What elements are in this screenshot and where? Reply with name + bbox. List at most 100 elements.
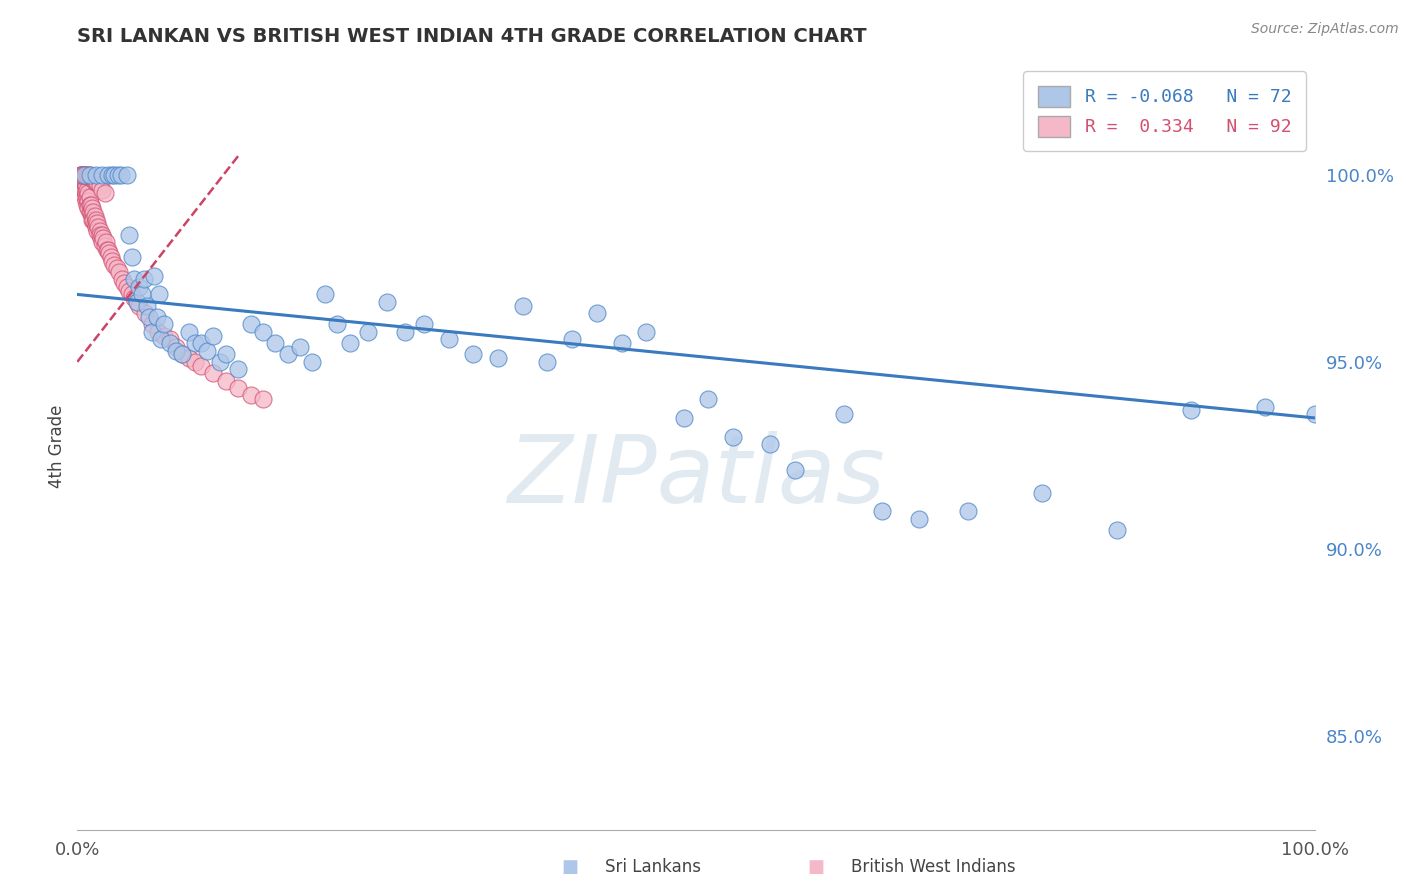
Point [122,272,145,286]
Point [672,411,695,425]
Point [90,231,112,245]
Text: Sri Lankans: Sri Lankans [605,858,700,876]
Point [72,175,94,189]
Point [84,220,107,235]
Point [91,183,114,197]
Point [115,168,138,182]
Point [159,332,181,346]
Point [184,355,207,369]
Point [239,318,262,332]
Y-axis label: 4th Grade: 4th Grade [48,404,66,488]
Point [134,306,156,320]
Point [111,272,134,286]
Point [1180,403,1202,417]
Point [1254,400,1277,414]
Point [107,168,129,182]
Point [86,175,108,189]
Point [79,197,101,211]
Text: SRI LANKAN VS BRITISH WEST INDIAN 4TH GRADE CORRELATION CHART: SRI LANKAN VS BRITISH WEST INDIAN 4TH GR… [77,27,868,45]
Point [165,343,187,358]
Point [75,178,97,193]
Point [135,299,157,313]
Point [118,284,141,298]
Point [89,227,111,242]
Point [339,336,361,351]
Point [77,202,100,216]
Point [79,168,101,182]
Point [159,336,181,351]
Point [118,227,141,242]
Point [148,287,170,301]
Point [91,231,114,245]
Point [870,504,893,518]
Point [76,168,98,182]
Point [77,168,100,182]
Text: British West Indians: British West Indians [851,858,1015,876]
Point [412,318,434,332]
Point [83,209,105,223]
Point [165,340,187,354]
Point [215,374,238,388]
Point [150,332,173,346]
Point [301,355,323,369]
Point [86,224,108,238]
Point [697,392,720,407]
Point [1303,407,1326,421]
Point [153,328,176,343]
Point [125,294,148,309]
Point [202,328,225,343]
Point [73,190,96,204]
Point [72,168,94,182]
Point [215,347,238,361]
Point [239,388,262,402]
Point [72,168,94,182]
Point [610,336,633,351]
Point [153,318,176,332]
Point [80,197,103,211]
Point [79,205,101,219]
Point [84,212,107,227]
Point [72,168,94,182]
Point [82,209,104,223]
Point [76,183,98,197]
Point [80,171,103,186]
Point [83,216,105,230]
Point [586,306,609,320]
Point [326,318,349,332]
Point [72,168,94,182]
Point [93,186,115,201]
Point [82,212,104,227]
Point [721,430,744,444]
Point [94,235,117,249]
Point [141,325,163,339]
Point [190,336,212,351]
Point [202,366,225,380]
Point [115,280,138,294]
Point [172,347,194,361]
Point [84,168,107,182]
Point [112,277,135,291]
Point [76,190,98,204]
Point [98,246,121,260]
Point [907,512,929,526]
Point [128,299,150,313]
Point [72,183,94,197]
Point [91,227,114,242]
Point [76,197,98,211]
Point [72,168,94,182]
Point [101,168,124,182]
Point [72,175,94,189]
Point [69,168,91,182]
Point [394,325,416,339]
Point [131,287,153,301]
Text: ■: ■ [561,858,578,876]
Point [195,343,218,358]
Point [957,504,980,518]
Point [486,351,509,365]
Point [91,168,114,182]
Point [1105,523,1128,537]
Point [226,362,249,376]
Point [512,299,534,313]
Point [82,171,104,186]
Point [73,183,96,197]
